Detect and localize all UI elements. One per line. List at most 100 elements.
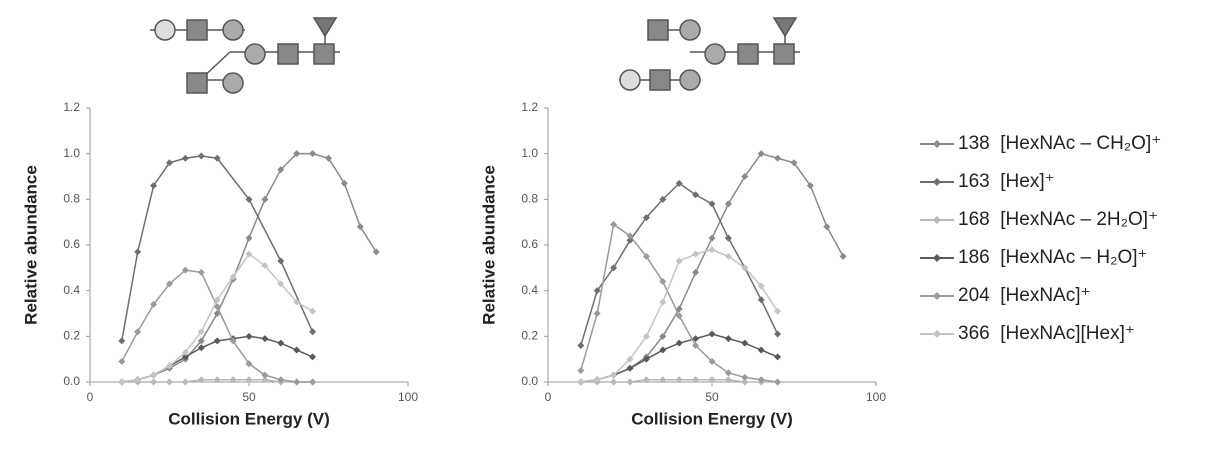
data-point <box>675 376 683 384</box>
y-tick-label: 0.6 <box>63 237 80 251</box>
data-point <box>823 223 831 231</box>
y-tick-label: 0.0 <box>521 374 538 388</box>
data-point <box>197 337 205 345</box>
data-point <box>277 376 285 384</box>
data-point <box>166 159 173 167</box>
data-point <box>626 232 634 240</box>
data-point <box>692 341 700 349</box>
data-point <box>692 335 700 343</box>
data-point <box>610 378 618 386</box>
legend-label: 138 [HexNAc – CH₂O]⁺ <box>958 133 1161 154</box>
data-point <box>593 287 601 295</box>
data-point <box>675 179 683 187</box>
data-point <box>213 376 221 384</box>
data-point <box>150 300 158 308</box>
legend-label: 366 [HexNAc][Hex]⁺ <box>958 323 1135 344</box>
data-point <box>724 252 732 260</box>
y-tick-label: 0.2 <box>63 329 80 343</box>
data-point <box>757 346 765 354</box>
data-point <box>659 298 667 306</box>
data-point <box>708 330 716 338</box>
data-point <box>229 376 237 384</box>
data-point <box>309 353 317 361</box>
data-point <box>774 307 782 315</box>
data-point <box>724 369 732 377</box>
data-point <box>277 166 285 174</box>
data-point <box>309 378 317 386</box>
data-point <box>659 195 667 203</box>
data-point <box>593 310 601 317</box>
data-point <box>277 280 285 288</box>
data-point <box>261 376 269 384</box>
data-point <box>181 378 189 386</box>
data-point <box>708 200 716 208</box>
data-point <box>261 262 269 270</box>
data-point <box>724 234 732 242</box>
data-point <box>197 376 205 384</box>
y-tick-label: 0.0 <box>63 374 80 388</box>
data-point <box>790 159 798 167</box>
data-point <box>692 250 700 258</box>
data-point <box>166 280 173 288</box>
legend-marker <box>933 254 941 262</box>
legend-label: 168 [HexNAc – 2H₂O]⁺ <box>958 209 1158 230</box>
data-point <box>213 337 221 345</box>
data-point <box>806 182 814 190</box>
legend-marker <box>933 292 941 300</box>
data-point <box>642 355 650 363</box>
data-point <box>642 332 650 340</box>
data-point <box>839 252 847 260</box>
data-point <box>610 371 618 379</box>
data-point <box>325 154 332 162</box>
y-axis-label: Relative abundance <box>21 165 40 325</box>
series-line <box>121 152 377 383</box>
data-point <box>724 200 732 208</box>
data-point <box>708 234 716 242</box>
data-point <box>134 248 142 256</box>
data-point <box>692 268 700 276</box>
data-point <box>245 250 253 258</box>
series-line <box>580 152 844 383</box>
data-point <box>724 335 732 343</box>
data-point <box>150 182 158 190</box>
data-point <box>675 339 683 347</box>
y-tick-label: 0.4 <box>63 283 80 297</box>
data-point <box>134 328 142 336</box>
data-point <box>181 154 189 162</box>
x-tick-label: 100 <box>398 390 418 404</box>
x-tick-label: 0 <box>545 390 552 404</box>
data-point <box>181 353 189 361</box>
legend-marker <box>933 216 941 224</box>
data-point <box>708 357 716 365</box>
data-point <box>245 195 253 203</box>
data-point <box>741 373 749 381</box>
data-point <box>774 353 782 361</box>
data-point <box>642 252 650 260</box>
data-point <box>774 378 782 386</box>
x-tick-label: 50 <box>705 390 719 404</box>
data-point <box>245 376 253 384</box>
data-point <box>277 339 285 347</box>
series-line <box>121 155 314 342</box>
data-point <box>675 257 683 265</box>
data-point <box>118 337 126 345</box>
data-point <box>197 152 205 160</box>
data-point <box>757 282 765 290</box>
data-point <box>213 154 221 162</box>
data-point <box>610 264 618 272</box>
data-point <box>293 378 301 386</box>
data-point <box>197 328 205 336</box>
data-point <box>340 179 348 187</box>
data-point <box>708 246 716 254</box>
y-tick-label: 1.2 <box>63 100 80 114</box>
data-point <box>293 150 301 158</box>
x-axis-label: Collision Energy (V) <box>631 409 793 428</box>
y-tick-label: 1.0 <box>63 146 80 160</box>
data-point <box>181 348 189 356</box>
y-tick-label: 1.2 <box>521 100 538 114</box>
data-point <box>757 150 765 158</box>
data-point <box>245 234 253 242</box>
legend-marker <box>933 178 941 186</box>
legend-label: 163 [Hex]⁺ <box>958 171 1055 192</box>
